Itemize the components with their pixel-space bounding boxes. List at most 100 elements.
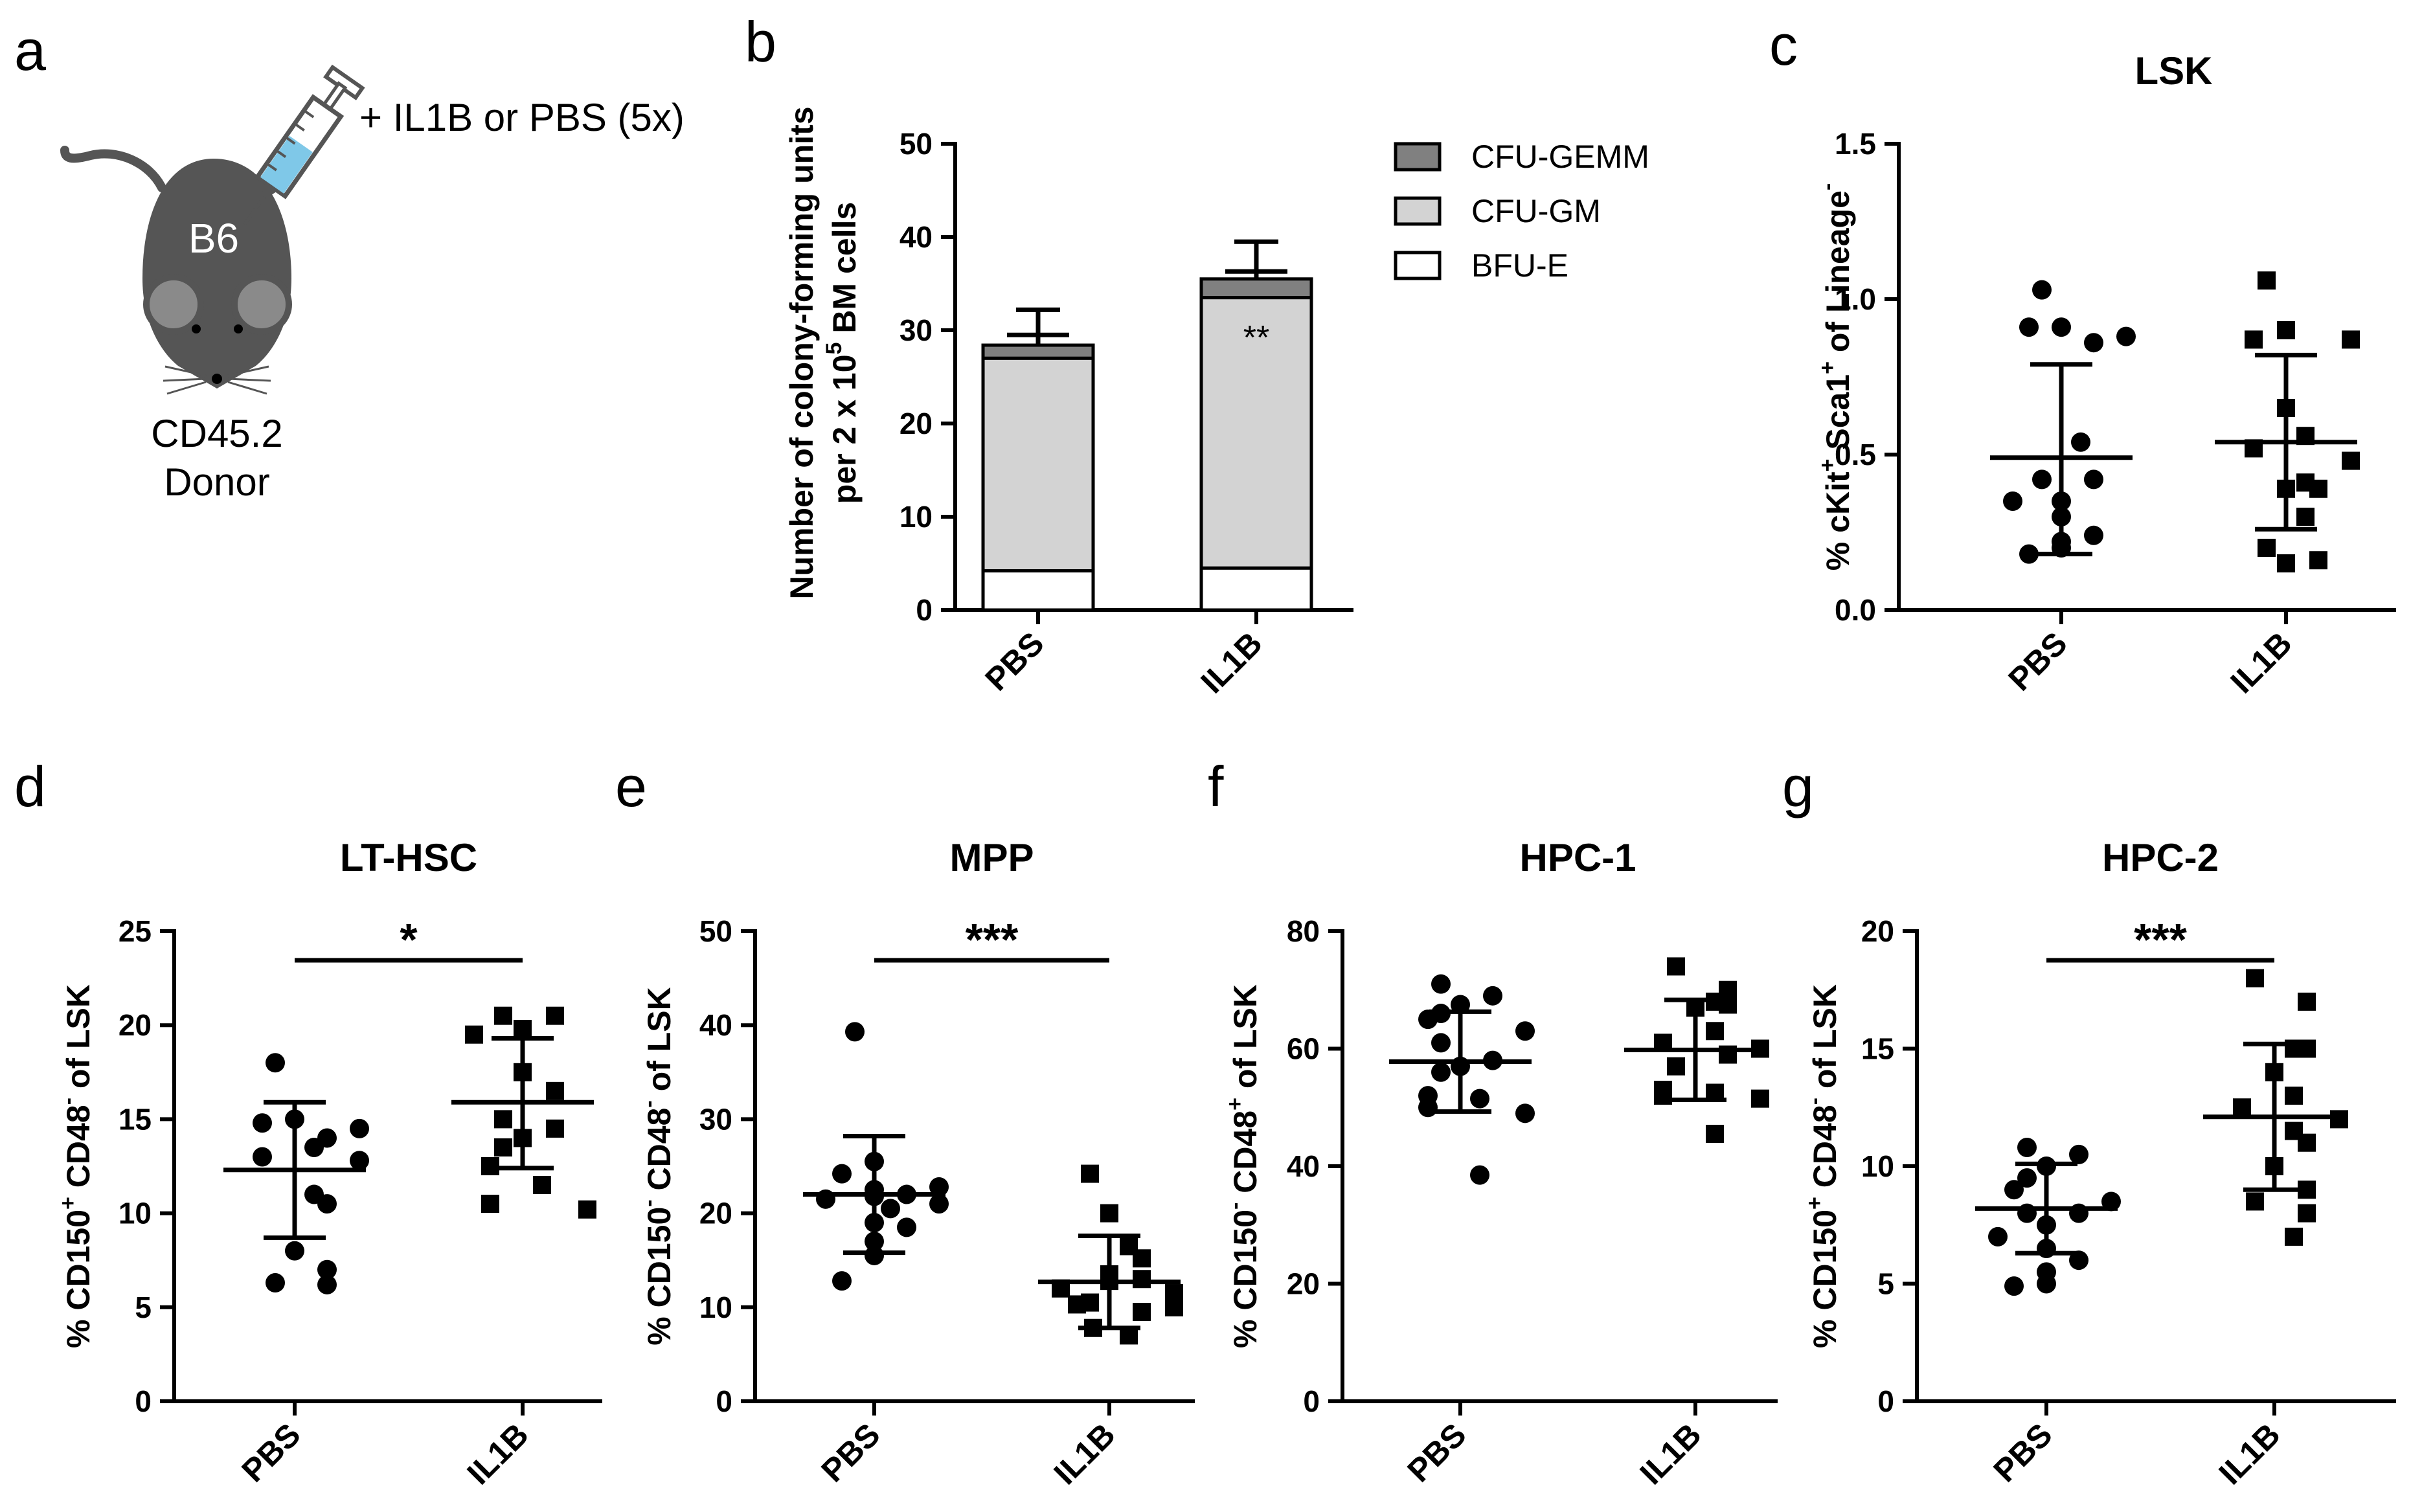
d-data-point (546, 1081, 564, 1100)
e-data-point (881, 1199, 900, 1219)
panel-label-b: b (745, 10, 776, 74)
mouse-whiskers (163, 365, 271, 395)
c-data-point (2084, 525, 2103, 545)
f-title: HPC-1 (1519, 836, 1636, 879)
c-y-tick-label: 0.5 (1835, 438, 1876, 471)
g-significance-label: *** (2134, 914, 2187, 965)
e-category-label: IL1B (1047, 1416, 1122, 1491)
g-y-tick-label: 20 (1861, 914, 1894, 948)
f-data-point (1667, 1057, 1685, 1076)
f-y-tick-label: 0 (1303, 1384, 1320, 1418)
d-data-point (317, 1274, 337, 1294)
d-data-point (533, 1176, 551, 1195)
c-data-point (2052, 317, 2071, 337)
lt-hsc-scatter-plot: LT-HSC 0 5 10 15 20 25 % CD150+ CD48- of LSK PBS… (56, 836, 602, 1491)
g-data-point (2330, 1110, 2348, 1129)
g-category-label: IL1B (2212, 1416, 2287, 1491)
f-data-point (1470, 1165, 1489, 1185)
b-legend-swatch (1394, 142, 1442, 172)
c-data-point (2084, 333, 2103, 353)
hpc2-scatter-plot: HPC-2 0 5 10 15 20 % CD150+ CD48- of LSK PBS IL1… (1802, 836, 2396, 1491)
b-category-label: IL1B (1194, 625, 1269, 700)
d-y-tick-label: 0 (135, 1384, 152, 1418)
c-data-point (2309, 479, 2327, 498)
panel-label-e: e (615, 754, 647, 818)
d-data-point (494, 1138, 512, 1157)
c-data-point (2245, 330, 2263, 349)
b-y-tick-label: 50 (900, 127, 933, 161)
d-data-point (285, 1241, 304, 1261)
b-y-tick-label: 10 (900, 500, 933, 534)
b-legend-swatch (1394, 196, 1442, 226)
g-y-tick-label: 10 (1861, 1149, 1894, 1183)
f-data-point (1431, 974, 1451, 994)
panel-label-f: f (1208, 754, 1224, 818)
f-data-point (1483, 986, 1502, 1006)
e-y-tick-label: 30 (699, 1102, 732, 1136)
d-data-point (350, 1151, 369, 1171)
g-ylabel: % CD150+ CD48- of LSK (1802, 984, 1843, 1348)
g-y-tick-label: 0 (1877, 1384, 1894, 1418)
d-y-tick-label: 15 (119, 1102, 152, 1136)
f-y-tick-label: 80 (1287, 914, 1320, 948)
f-data-point (1431, 1062, 1451, 1082)
mouse-ear-left (143, 274, 204, 335)
panel-label-a: a (14, 18, 46, 82)
f-data-point (1706, 1125, 1724, 1144)
c-y-tick-label: 0.0 (1835, 593, 1876, 627)
c-data-point (2258, 271, 2276, 290)
g-data-point (2017, 1137, 2037, 1157)
g-data-point (2233, 1098, 2251, 1117)
e-y-tick-label: 40 (699, 1008, 732, 1042)
colony-bar-chart: 0 10 20 30 40 50 PBS IL1B ** (900, 127, 1353, 700)
panel-d: d LT-HSC 0 5 10 15 20 25 % CD150+ CD48- of LSK P… (14, 754, 602, 1491)
b-bar-bfu-e (981, 569, 1095, 612)
b-legend-label: CFU-GM (1471, 193, 1601, 229)
syringe-icon (243, 64, 365, 226)
d-data-point (578, 1200, 596, 1219)
b-legend-label: BFU-E (1471, 247, 1568, 284)
panel-f: f HPC-1 0 20 40 60 80 % CD150- CD48+ of LSK PBS… (1208, 754, 1778, 1491)
g-data-point (1988, 1226, 2008, 1247)
mouse-eye-left (192, 324, 201, 333)
g-y-tick-label: 15 (1861, 1032, 1894, 1066)
b-y-tick-label: 0 (916, 593, 933, 627)
b-significance-annotation: ** (1243, 319, 1269, 357)
d-significance-label: * (400, 914, 418, 965)
e-data-point (832, 1271, 852, 1291)
panel-a: a B6 + IL1B or PBS (5x) (14, 18, 685, 504)
g-data-point (2004, 1180, 2024, 1200)
g-title: HPC-2 (2102, 836, 2219, 879)
f-data-point (1418, 1010, 1438, 1030)
c-data-point (2258, 539, 2276, 557)
f-data-point (1751, 1089, 1769, 1108)
d-y-tick-label: 5 (135, 1291, 152, 1324)
d-data-point (546, 1006, 564, 1025)
d-data-point (514, 1020, 532, 1039)
f-data-point (1515, 1103, 1535, 1123)
c-data-point (2019, 544, 2039, 564)
g-data-point (2298, 1204, 2316, 1223)
e-data-point (845, 1022, 865, 1042)
c-data-point (2019, 317, 2039, 337)
e-data-point (1133, 1270, 1151, 1289)
b-bar-bfu-e (1199, 566, 1313, 612)
d-data-point (317, 1194, 337, 1214)
c-title: LSK (2135, 49, 2213, 93)
c-ylabel: % cKit+ Sca1+ of Lineage- (1815, 183, 1856, 570)
panel-label-c: c (1769, 13, 1798, 77)
d-data-point (350, 1118, 369, 1138)
e-data-point (1133, 1249, 1151, 1268)
mouse-ear-right (231, 274, 292, 335)
b-legend: CFU-GEMM CFU-GM BFU-E (1394, 139, 1649, 284)
d-data-point (253, 1147, 272, 1167)
d-data-point (253, 1113, 272, 1133)
g-data-point (2285, 1087, 2303, 1105)
e-title: MPP (949, 836, 1034, 879)
donor-line2: Donor (164, 460, 269, 504)
c-data-point (2084, 469, 2103, 490)
b-y-tick-label: 20 (900, 407, 933, 440)
f-data-point (1706, 1022, 1724, 1041)
g-y-tick-label: 5 (1877, 1267, 1894, 1301)
d-data-point (494, 1006, 512, 1025)
